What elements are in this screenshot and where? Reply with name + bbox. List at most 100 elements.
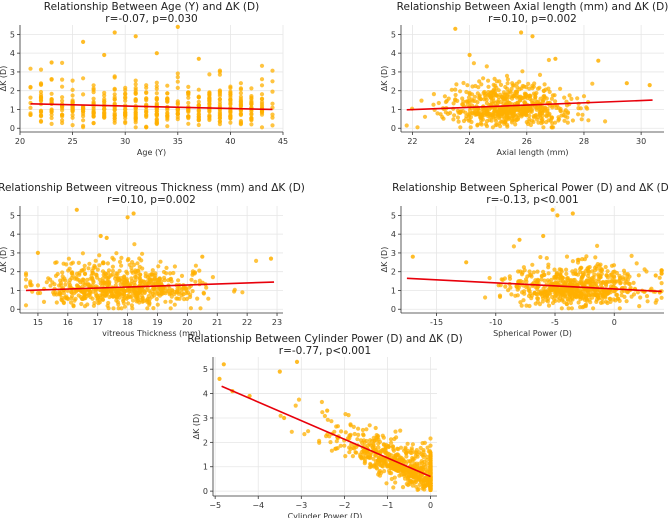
data-point bbox=[102, 52, 107, 58]
data-point bbox=[644, 269, 649, 274]
data-point bbox=[58, 291, 63, 296]
data-point bbox=[570, 211, 575, 216]
data-point bbox=[193, 263, 198, 268]
data-point bbox=[546, 296, 551, 301]
x-tick-label: −4 bbox=[252, 501, 264, 510]
x-tick-label: 26 bbox=[522, 137, 532, 146]
data-point bbox=[105, 283, 110, 288]
data-point bbox=[548, 118, 553, 123]
x-tick-label: 18 bbox=[122, 318, 132, 327]
data-point bbox=[80, 251, 85, 256]
data-point bbox=[509, 292, 514, 297]
data-point bbox=[455, 115, 460, 120]
data-point bbox=[123, 95, 128, 100]
y-tick-label: 5 bbox=[391, 211, 396, 220]
data-point bbox=[133, 106, 138, 111]
data-point bbox=[35, 283, 41, 288]
data-point bbox=[133, 34, 138, 39]
data-point bbox=[23, 284, 29, 289]
data-point bbox=[471, 61, 476, 66]
data-point bbox=[60, 95, 65, 100]
data-point bbox=[451, 117, 456, 122]
data-point bbox=[578, 265, 584, 270]
data-point bbox=[48, 277, 53, 282]
data-point bbox=[391, 485, 396, 490]
y-tick-label: 2 bbox=[203, 438, 208, 447]
data-point bbox=[515, 293, 520, 298]
x-tick-label: 20 bbox=[15, 137, 25, 146]
data-point bbox=[570, 297, 575, 302]
data-point bbox=[612, 275, 617, 280]
data-point bbox=[259, 97, 265, 102]
data-point bbox=[61, 300, 66, 306]
data-point bbox=[188, 292, 193, 297]
data-point bbox=[50, 280, 55, 285]
data-point bbox=[189, 277, 194, 282]
x-tick-label: 0 bbox=[428, 501, 433, 510]
data-point bbox=[527, 286, 532, 291]
data-point bbox=[325, 417, 330, 422]
data-point bbox=[568, 300, 574, 306]
data-point bbox=[515, 117, 521, 122]
x-tick-label: -10 bbox=[489, 318, 502, 327]
data-point bbox=[130, 270, 135, 275]
data-point bbox=[565, 111, 571, 116]
data-point bbox=[150, 268, 155, 273]
data-point bbox=[158, 259, 163, 264]
data-point bbox=[604, 273, 609, 278]
data-point bbox=[622, 285, 627, 290]
data-point bbox=[137, 256, 142, 261]
data-point bbox=[374, 466, 380, 471]
y-tick-label: 3 bbox=[391, 249, 396, 258]
data-point bbox=[510, 83, 515, 88]
data-point bbox=[420, 441, 425, 446]
data-point bbox=[580, 273, 586, 278]
data-point bbox=[123, 109, 128, 115]
data-point bbox=[183, 286, 188, 291]
data-point bbox=[611, 297, 616, 302]
data-point bbox=[71, 303, 76, 308]
data-point bbox=[195, 296, 200, 301]
data-point bbox=[428, 471, 433, 476]
data-point bbox=[475, 91, 480, 96]
data-point bbox=[484, 101, 489, 106]
data-point bbox=[354, 450, 359, 455]
data-point bbox=[497, 116, 502, 121]
data-point bbox=[501, 95, 506, 100]
data-point bbox=[92, 263, 97, 268]
data-point bbox=[70, 78, 75, 83]
data-point bbox=[289, 429, 294, 434]
data-point bbox=[557, 267, 562, 272]
data-point bbox=[270, 79, 275, 84]
data-point bbox=[657, 275, 662, 280]
data-point bbox=[207, 114, 212, 119]
data-point bbox=[106, 276, 111, 281]
data-point bbox=[102, 90, 107, 95]
data-point bbox=[586, 289, 591, 294]
data-point bbox=[175, 102, 180, 107]
data-point bbox=[584, 278, 590, 283]
data-point bbox=[347, 450, 352, 455]
data-point bbox=[542, 272, 547, 278]
chart-stats: r=-0.13, p<0.001 bbox=[486, 194, 578, 206]
data-point bbox=[63, 278, 68, 283]
data-point bbox=[270, 68, 275, 73]
data-point bbox=[238, 99, 243, 104]
x-tick-label: 22 bbox=[242, 318, 252, 327]
scatter-series bbox=[404, 26, 652, 130]
data-point bbox=[154, 102, 159, 107]
data-point bbox=[133, 82, 138, 87]
data-point bbox=[507, 276, 513, 281]
data-point bbox=[204, 285, 209, 290]
data-point bbox=[348, 423, 353, 428]
data-point bbox=[134, 292, 140, 297]
data-point bbox=[23, 271, 29, 276]
data-point bbox=[483, 295, 488, 300]
scatter-series bbox=[410, 207, 664, 311]
data-point bbox=[117, 259, 123, 264]
data-point bbox=[464, 260, 469, 265]
data-point bbox=[259, 102, 265, 107]
y-tick-label: 3 bbox=[10, 249, 15, 258]
data-point bbox=[28, 66, 33, 71]
x-axis-label: Spherical Power (D) bbox=[493, 329, 572, 338]
